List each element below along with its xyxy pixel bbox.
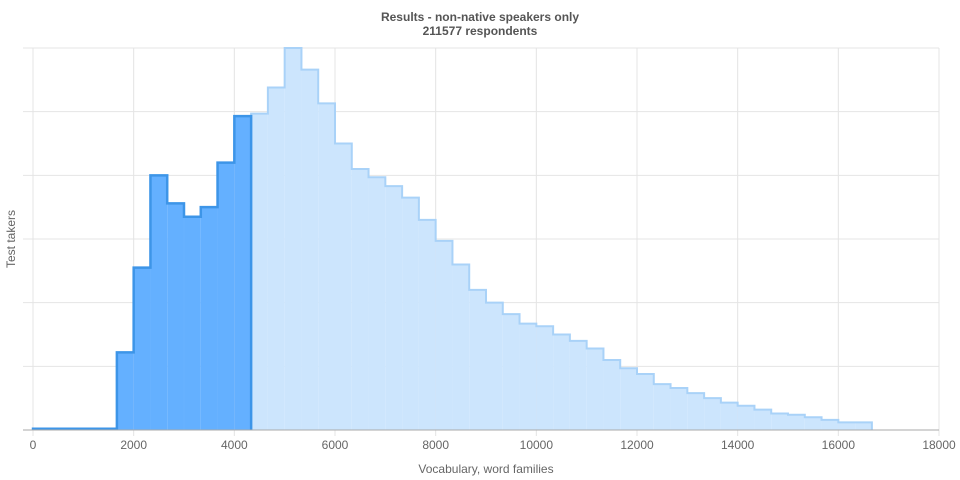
histogram-bar [402, 197, 419, 430]
histogram-bar [385, 186, 403, 430]
histogram-bar [569, 340, 587, 430]
x-axis: 0 2000 4000 6000 8000 10000 12000 14000 16000 180… [23, 429, 956, 452]
x-tick-label: 16000 [822, 438, 856, 452]
histogram-bar [687, 393, 705, 430]
histogram-bar-highlighted [234, 116, 252, 430]
histogram-bar [502, 314, 520, 430]
x-tick-label: 6000 [322, 438, 349, 452]
histogram-bar [821, 419, 839, 430]
histogram-bar [267, 87, 285, 431]
series-outline [250, 47, 873, 430]
histogram-bar [804, 417, 822, 430]
x-tick-label: 0 [30, 438, 37, 452]
histogram-bar [519, 323, 537, 430]
x-tick-label: 10000 [520, 438, 554, 452]
histogram-bar [754, 409, 772, 430]
histogram-bar-highlighted [217, 162, 235, 430]
histogram-bar-highlighted [116, 352, 134, 430]
histogram-bar [838, 422, 856, 430]
histogram-bar-highlighted [167, 203, 184, 430]
histogram-bar [469, 289, 486, 430]
histogram-bar [335, 143, 352, 430]
x-tick-label: 14000 [721, 438, 755, 452]
histogram-bar [620, 368, 637, 430]
series-outline-highlighted [31, 114, 253, 430]
histogram-bar [368, 177, 386, 430]
chart-title: Results - non-native speakers only [381, 10, 579, 24]
x-tick-label: 4000 [221, 438, 248, 452]
histogram-bar [536, 326, 554, 430]
histogram-bar [737, 405, 755, 430]
histogram-bar-highlighted [133, 267, 151, 430]
histogram-bar [284, 48, 302, 430]
histogram-bar-highlighted [150, 175, 168, 430]
histogram-bar [704, 398, 721, 430]
histogram-bar [251, 113, 268, 431]
histogram-bar [586, 348, 604, 430]
histogram-bar [351, 168, 369, 430]
histogram-bar [720, 402, 738, 430]
x-tick-label: 18000 [922, 438, 956, 452]
histogram-bar [788, 414, 805, 430]
histogram-bar [653, 384, 671, 430]
x-tick-label: 8000 [422, 438, 449, 452]
histogram-bar [418, 219, 436, 430]
chart-subtitle: 211577 respondents [423, 24, 538, 38]
x-tick-label: 12000 [620, 438, 654, 452]
x-axis-label: Vocabulary, word families [418, 462, 553, 476]
histogram-bar-highlighted [184, 216, 201, 430]
histogram-bar [670, 387, 688, 430]
histogram-bar [318, 103, 335, 430]
histogram-bar [301, 69, 319, 430]
histogram-bar [435, 240, 453, 430]
histogram-bar-highlighted [200, 207, 218, 430]
histogram-bar [771, 413, 788, 430]
x-tick-label: 2000 [120, 438, 147, 452]
histogram-bar [553, 334, 570, 430]
histogram-bar [855, 422, 872, 430]
histogram-bar [637, 373, 654, 430]
plot-area [31, 47, 873, 431]
histogram-bar [452, 264, 470, 430]
histogram-bar [603, 359, 621, 430]
histogram-bar [486, 302, 503, 430]
y-axis-label: Test takers [4, 210, 18, 268]
